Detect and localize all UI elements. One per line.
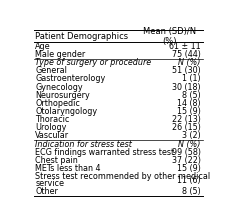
Text: 75 (44): 75 (44) [172, 50, 201, 59]
Text: Age: Age [35, 42, 51, 51]
Text: METs less than 4: METs less than 4 [35, 164, 101, 173]
Text: Thoracic: Thoracic [35, 115, 70, 124]
Text: 8 (5): 8 (5) [182, 187, 201, 196]
Text: Patient Demographics: Patient Demographics [35, 32, 128, 41]
Text: N (%): N (%) [178, 58, 201, 67]
Text: Indication for stress test: Indication for stress test [35, 140, 132, 149]
Text: Type of surgery or procedure: Type of surgery or procedure [35, 58, 152, 67]
Text: Other: Other [35, 187, 58, 196]
Text: 8 (5): 8 (5) [182, 91, 201, 100]
Text: 15 (9): 15 (9) [177, 164, 201, 173]
Text: 30 (18): 30 (18) [172, 83, 201, 92]
Text: Chest pain: Chest pain [35, 156, 78, 165]
Text: Gynecology: Gynecology [35, 83, 83, 92]
Text: 26 (15): 26 (15) [172, 123, 201, 132]
Text: 61 ± 11: 61 ± 11 [169, 42, 201, 51]
Text: Mean (SD)/N
(%): Mean (SD)/N (%) [143, 26, 196, 46]
Text: General: General [35, 66, 67, 75]
Text: 1 (1): 1 (1) [182, 75, 201, 83]
Text: 11 (6): 11 (6) [177, 176, 201, 185]
Text: 51 (30): 51 (30) [172, 66, 201, 75]
Text: Otolaryngology: Otolaryngology [35, 107, 98, 116]
Text: Urology: Urology [35, 123, 67, 132]
Text: 3 (2): 3 (2) [182, 131, 201, 141]
Text: Stress test recommended by other medical: Stress test recommended by other medical [35, 172, 210, 181]
Text: 22 (13): 22 (13) [172, 115, 201, 124]
Text: Neurosurgery: Neurosurgery [35, 91, 90, 100]
Text: N (%): N (%) [178, 140, 201, 149]
Text: 15 (9): 15 (9) [177, 107, 201, 116]
Text: Vascular: Vascular [35, 131, 69, 141]
Text: 14 (8): 14 (8) [177, 99, 201, 108]
Text: 99 (58): 99 (58) [172, 148, 201, 157]
Text: service: service [35, 179, 64, 188]
Text: ECG findings warranted stress test: ECG findings warranted stress test [35, 148, 175, 157]
Text: 37 (22): 37 (22) [172, 156, 201, 165]
Text: Orthopedic: Orthopedic [35, 99, 80, 108]
Text: Gastroenterology: Gastroenterology [35, 75, 106, 83]
Text: Male gender: Male gender [35, 50, 86, 59]
